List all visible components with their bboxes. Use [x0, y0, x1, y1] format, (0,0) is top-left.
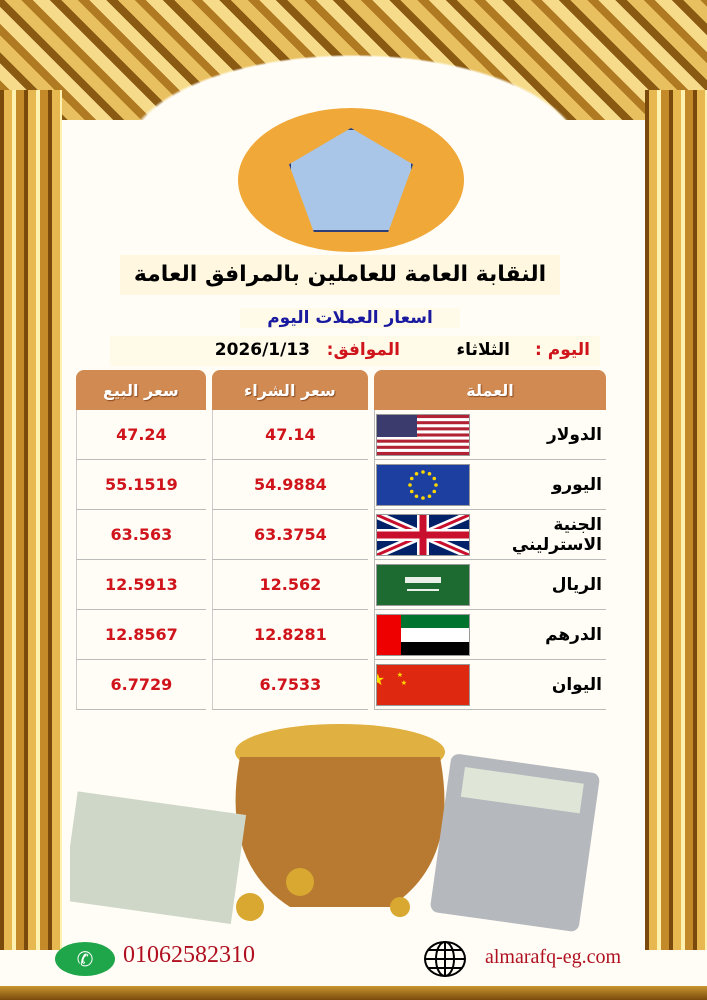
- svg-text:★: ★: [377, 670, 385, 689]
- sell-price: 12.5913: [76, 560, 206, 610]
- currency-name: الدرهم: [545, 624, 602, 645]
- sell-price: 12.8567: [76, 610, 206, 660]
- currency-row: الدولار 47.14 47.24: [76, 410, 606, 460]
- logo-emblem: [289, 128, 413, 232]
- day-value: الثلاثاء: [456, 340, 510, 360]
- frame-bottom: [0, 986, 707, 1000]
- page-subtitle: اسعار العملات اليوم: [240, 308, 460, 328]
- buy-price: 47.14: [211, 410, 368, 460]
- sell-price: 63.563: [76, 510, 206, 560]
- header-buy: سعر الشراء: [211, 370, 368, 410]
- currency-cell: الدرهم: [374, 610, 606, 660]
- date-label: الموافق:: [326, 340, 400, 360]
- saudi-flag-icon: [376, 563, 470, 606]
- currency-row: الجنية الاسترليني 63.3754 63.563: [76, 510, 606, 560]
- svg-text:★: ★: [401, 679, 407, 687]
- header-currency: العملة: [374, 370, 606, 410]
- currency-name: الدولار: [546, 424, 602, 445]
- gold-pot-money-calculator-image: [70, 724, 600, 932]
- currency-row: الدرهم 12.8281 12.8567: [76, 610, 606, 660]
- china-flag-icon: ★ ★ ★: [371, 663, 470, 706]
- currency-name: اليوان: [551, 674, 602, 695]
- currency-name: الريال: [551, 574, 602, 595]
- date-value: 2026/1/13: [214, 340, 310, 360]
- currency-cell: الريال: [374, 560, 606, 610]
- ornate-gold-frame-top: [0, 0, 707, 120]
- buy-price: 12.8281: [211, 610, 368, 660]
- globe-icon: [424, 941, 466, 977]
- sell-price: 47.24: [76, 410, 206, 460]
- union-logo: [238, 108, 464, 252]
- gold-pillar-left: [0, 90, 62, 950]
- buy-price: 63.3754: [211, 510, 368, 560]
- sell-price: 6.7729: [76, 660, 206, 710]
- currency-cell: الجنية الاسترليني: [374, 510, 606, 560]
- currency-table: العملة سعر الشراء سعر البيع الدولار 47.14…: [70, 370, 612, 710]
- currency-row: اليورو 54.9884 55.1519: [76, 460, 606, 510]
- currency-row: اليوان ★ ★ ★ 6.7533 6.7729: [76, 660, 606, 710]
- usa-flag-icon: [376, 413, 470, 456]
- buy-price: 6.7533: [211, 660, 368, 710]
- buy-price: 54.9884: [211, 460, 368, 510]
- currency-name: الجنية الاسترليني: [511, 514, 602, 555]
- uae-flag-icon: [376, 613, 470, 656]
- gold-pillar-right: [645, 90, 707, 950]
- svg-text:★: ★: [397, 671, 403, 679]
- currency-cell: الدولار: [374, 410, 606, 460]
- page-title: النقابة العامة للعاملين بالمرافق العامة: [120, 255, 560, 295]
- phone-number[interactable]: 01062582310: [123, 942, 255, 968]
- buy-price: 12.562: [211, 560, 368, 610]
- header-sell: سعر البيع: [76, 370, 206, 410]
- whatsapp-icon: ✆: [55, 942, 115, 976]
- currency-cell: اليوان ★ ★ ★: [371, 660, 606, 710]
- uk-flag-icon: [375, 510, 471, 559]
- date-row: اليوم : الثلاثاء الموافق: 2026/1/13: [110, 336, 600, 366]
- day-label: اليوم :: [535, 340, 590, 360]
- footer: ✆ 01062582310 almarafq-eg.com: [55, 940, 655, 980]
- currency-name: اليورو: [551, 474, 602, 495]
- currency-cell: اليورو: [374, 460, 606, 510]
- currency-row: الريال 12.562 12.5913: [76, 560, 606, 610]
- sell-price: 55.1519: [76, 460, 206, 510]
- website-link[interactable]: almarafq-eg.com: [485, 946, 622, 968]
- eu-flag-icon: [376, 463, 470, 506]
